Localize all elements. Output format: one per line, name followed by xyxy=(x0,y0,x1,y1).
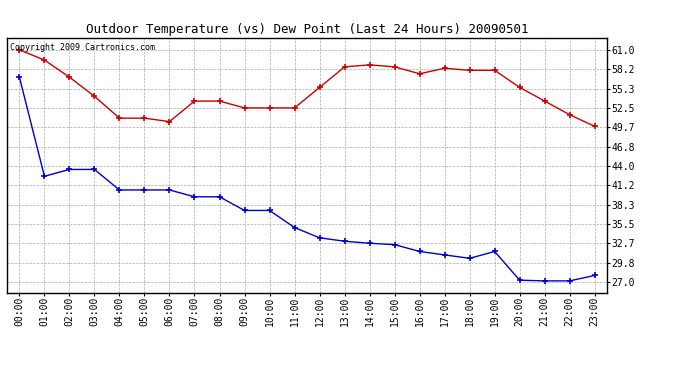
Text: Copyright 2009 Cartronics.com: Copyright 2009 Cartronics.com xyxy=(10,43,155,52)
Title: Outdoor Temperature (vs) Dew Point (Last 24 Hours) 20090501: Outdoor Temperature (vs) Dew Point (Last… xyxy=(86,23,529,36)
